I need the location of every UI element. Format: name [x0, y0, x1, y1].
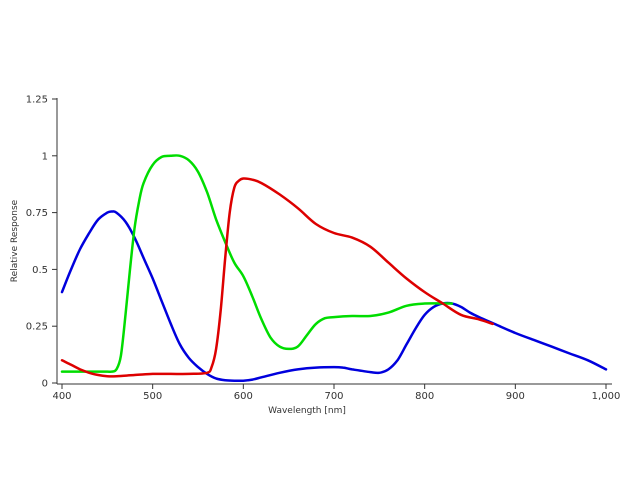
axes — [56, 98, 612, 385]
y-tick-label: 0.25 — [26, 322, 48, 333]
x-axis-title: Wavelength [nm] — [268, 406, 346, 416]
x-tick-label: 900 — [506, 391, 525, 402]
y-ticks: 0 0.25 0.5 0.75 1 1.25 — [26, 95, 57, 390]
blue-response-line — [60, 210, 608, 383]
x-tick-label: 400 — [52, 391, 71, 402]
x-tick-label: 500 — [143, 391, 162, 402]
red-response-line — [60, 177, 494, 378]
x-tick-label: 800 — [415, 391, 434, 402]
y-tick-label: 0 — [42, 379, 48, 390]
plot-area — [60, 154, 608, 383]
x-tick-label: 600 — [234, 391, 253, 402]
x-tick-label: 1,000 — [592, 391, 621, 402]
y-tick-label: 0.75 — [26, 208, 48, 219]
green-response-line — [60, 154, 454, 374]
x-ticks: 400 500 600 700 800 900 1,000 — [52, 384, 620, 402]
y-axis-title: Relative Response — [10, 199, 20, 282]
x-tick-label: 700 — [324, 391, 343, 402]
y-tick-label: 0.5 — [32, 265, 48, 276]
y-tick-label: 1 — [42, 151, 48, 162]
y-tick-label: 1.25 — [26, 95, 48, 106]
